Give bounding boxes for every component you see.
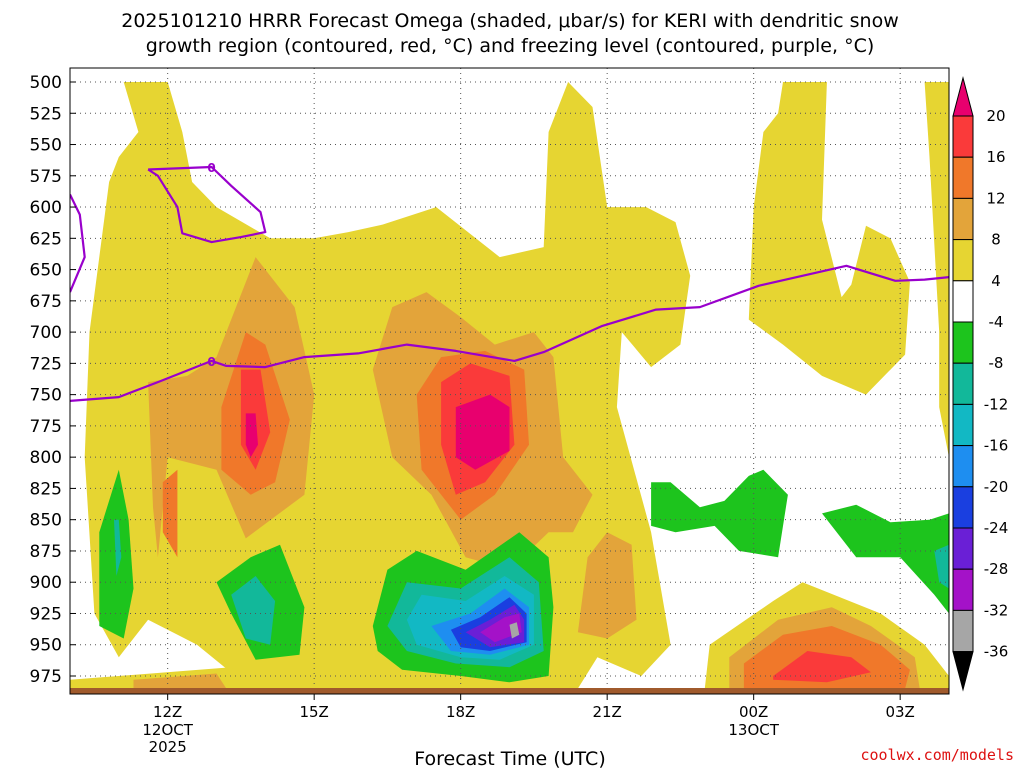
ground-surface-band: [70, 688, 949, 694]
y-tick-label-675: 675: [30, 292, 62, 312]
colorbar-swatch-12: [952, 568, 974, 611]
x-tick-label-21Z: 21Z: [592, 703, 621, 721]
colorbar-label-12: 12: [986, 189, 1005, 207]
colorbar-swatch-10: [952, 486, 974, 529]
colorbar-label-neg32: -32: [984, 601, 1009, 619]
y-tick-label-900: 900: [30, 573, 62, 593]
y-tick-label-550: 550: [30, 136, 62, 156]
y-tick-label-575: 575: [30, 167, 62, 187]
colorbar-label-20: 20: [986, 107, 1005, 125]
colorbar-swatch-3: [952, 197, 974, 241]
omega-region-neg8-24: [114, 519, 122, 576]
y-tick-label-925: 925: [30, 604, 62, 624]
omega-region-neg4-23: [822, 504, 949, 614]
colorbar-label-16: 16: [986, 148, 1005, 166]
omega-shaded-regions: [70, 82, 949, 689]
credit-text: coolwx.com/models: [860, 746, 1014, 764]
y-tick-label-500: 500: [30, 73, 62, 93]
y-tick-label-525: 525: [30, 104, 62, 124]
ground-band: [70, 688, 949, 694]
colorbar-bottom-arrow: [952, 651, 974, 692]
freezing-level-upper-label: 0: [207, 161, 215, 175]
colorbar-top-arrow: [952, 76, 974, 117]
y-tick-label-775: 775: [30, 417, 62, 437]
colorbar-label-neg16: -16: [984, 437, 1009, 455]
x-tick-date-00Z: 13OCT: [728, 721, 779, 739]
y-tick-label-700: 700: [30, 323, 62, 343]
omega-region-8-9: [133, 673, 227, 689]
colorbar-swatch-6: [952, 321, 974, 364]
omega-region-neg32-33: [509, 622, 520, 639]
colorbar-legend: 20 16 12 8 4 -4 -8 -12 -16 -20 -24 -28 -32 -36: [952, 76, 1009, 692]
y-tick-label-825: 825: [30, 479, 62, 499]
colorbar-swatch-13: [952, 609, 974, 653]
colorbar-swatch-11: [952, 527, 974, 570]
y-tick-label-600: 600: [30, 198, 62, 218]
chart-title-line-1: 2025101210 HRRR Forecast Omega (shaded, …: [121, 10, 899, 32]
y-tick-label-725: 725: [30, 354, 62, 374]
x-tick-label-00Z: 00Z: [739, 703, 768, 721]
omega-region-12-10: [162, 469, 178, 558]
colorbar-label-neg8: -8: [989, 354, 1004, 372]
colorbar-label-neg24: -24: [984, 519, 1009, 537]
x-tick-label-18Z: 18Z: [446, 703, 475, 721]
colorbar-swatch-5: [952, 280, 974, 323]
omega-region-neg8-27: [934, 544, 949, 589]
y-tick-label-625: 625: [30, 229, 62, 249]
colorbar-swatch-7: [952, 362, 974, 405]
y-axis-ticks: 500 525 550 575 600 625 650 675 700 725 750 775 800 8…: [30, 73, 76, 687]
y-tick-label-750: 750: [30, 386, 62, 406]
y-tick-label-800: 800: [30, 448, 62, 468]
colorbar-swatch-8: [952, 403, 974, 447]
x-axis-label: Forecast Time (UTC): [414, 748, 605, 768]
colorbar-label-8: 8: [991, 231, 1001, 249]
x-tick-label-15Z: 15Z: [299, 703, 328, 721]
y-tick-label-950: 950: [30, 636, 62, 656]
x-tick-label-12Z: 12Z: [153, 703, 182, 721]
chart-title-line-2: growth region (contoured, red, °C) and f…: [146, 35, 875, 57]
plot-frame: [69, 67, 950, 695]
x-tick-year-12Z: 2025: [149, 738, 187, 756]
omega-region-20-18: [455, 394, 510, 470]
x-tick-date-12Z: 12OCT: [142, 721, 193, 739]
freezing-level-upper-loop: [147, 165, 267, 244]
colorbar-label-neg28: -28: [984, 560, 1009, 578]
x-tick-label-03Z: 03Z: [885, 703, 914, 721]
omega-region-8-7: [577, 532, 637, 639]
freezing-level-line: [70, 264, 949, 402]
colorbar-swatch-4: [952, 239, 974, 282]
colorbar-swatch-2: [952, 156, 974, 199]
omega-region-neg8-25: [231, 576, 276, 645]
colorbar-swatch-1: [952, 115, 974, 158]
colorbar-label-neg12: -12: [984, 395, 1009, 413]
colorbar-label-neg20: -20: [984, 478, 1009, 496]
y-tick-label-650: 650: [30, 261, 62, 281]
colorbar-label-neg36: -36: [984, 643, 1009, 661]
freezing-level-contours: 00: [70, 161, 949, 402]
colorbar-label-4: 4: [991, 272, 1001, 290]
y-tick-label-975: 975: [30, 667, 62, 687]
omega-region-neg4-22: [651, 469, 788, 558]
omega-region-4-1: [748, 82, 910, 395]
colorbar-label-neg4: -4: [989, 313, 1004, 331]
freezing-level-left-edge: [70, 194, 86, 293]
y-tick-label-850: 850: [30, 511, 62, 531]
colorbar-swatch-9: [952, 445, 974, 488]
freezing-level-label: 0: [207, 355, 215, 369]
omega-region-16-16: [773, 651, 871, 683]
omega-region-20-17: [245, 413, 258, 458]
y-tick-label-875: 875: [30, 542, 62, 562]
